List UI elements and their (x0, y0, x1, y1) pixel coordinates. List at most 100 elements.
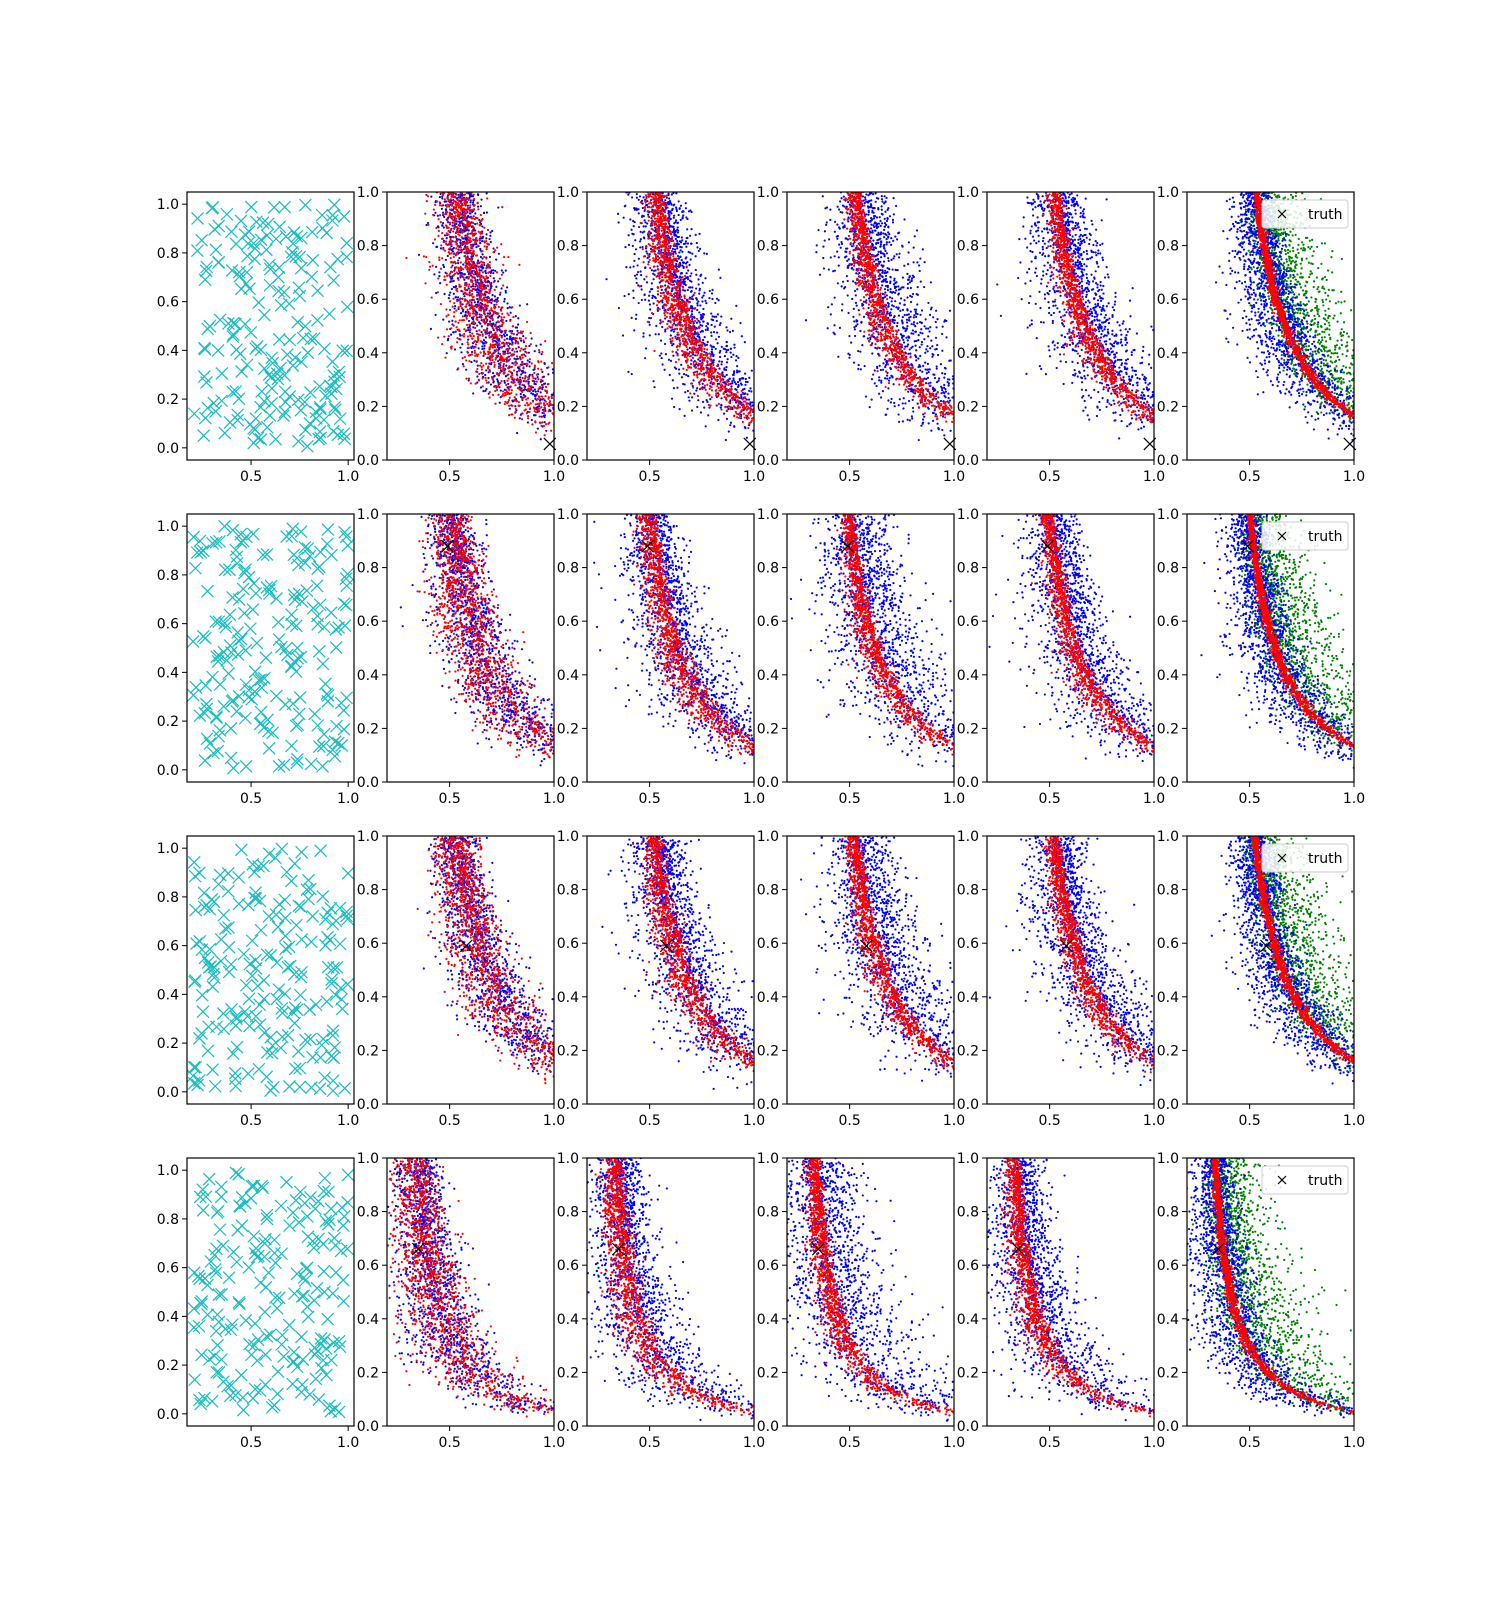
data-point (681, 251, 683, 253)
data-point (678, 200, 680, 202)
data-point (832, 429, 834, 431)
data-point (796, 433, 798, 435)
data-point (524, 372, 526, 374)
data-point (737, 357, 739, 359)
data-point (635, 437, 637, 439)
data-point (540, 391, 542, 393)
sample-marker (261, 421, 273, 433)
data-point (705, 302, 707, 304)
data-point (716, 320, 718, 322)
data-point (712, 361, 714, 363)
data-point (531, 337, 533, 339)
data-point (452, 305, 454, 307)
data-point (473, 205, 475, 207)
data-point (686, 272, 688, 274)
data-point (465, 359, 467, 361)
data-point (802, 449, 804, 451)
data-point (456, 230, 458, 232)
data-point (543, 410, 545, 412)
data-point (880, 447, 882, 449)
data-point (703, 348, 705, 350)
data-point (504, 298, 506, 300)
data-point (639, 439, 641, 441)
data-point (462, 268, 464, 270)
data-point (471, 253, 473, 255)
data-point (678, 358, 680, 360)
data-point (472, 312, 474, 314)
data-point (469, 315, 471, 317)
data-point (677, 311, 679, 313)
data-point (525, 398, 527, 400)
data-point (763, 431, 765, 433)
data-point (646, 281, 648, 283)
data-point (450, 229, 452, 231)
data-point (439, 204, 441, 206)
data-point (846, 457, 848, 459)
data-point (509, 306, 511, 308)
sample-marker (235, 215, 247, 227)
data-point (644, 438, 646, 440)
data-point (608, 435, 610, 437)
sample-marker (256, 385, 268, 397)
data-point (640, 274, 642, 276)
data-point (748, 377, 750, 379)
data-point (535, 403, 537, 405)
data-point (653, 443, 655, 445)
data-point (805, 443, 807, 445)
data-point (448, 193, 450, 195)
data-point (647, 446, 649, 448)
data-point (725, 439, 727, 441)
data-point (707, 329, 709, 331)
data-point (653, 453, 655, 455)
data-point (631, 196, 633, 198)
data-point (718, 403, 720, 405)
data-point (459, 319, 461, 321)
data-point (459, 335, 461, 337)
data-point (491, 338, 493, 340)
data-point (716, 331, 718, 333)
data-point (493, 366, 495, 368)
data-point (643, 225, 645, 227)
data-point (557, 373, 559, 375)
data-point (699, 288, 701, 290)
data-point (795, 428, 797, 430)
data-point (543, 402, 545, 404)
data-point (479, 235, 481, 237)
data-point (792, 423, 794, 425)
data-point (491, 310, 493, 312)
data-point (648, 220, 650, 222)
data-point (476, 298, 478, 300)
data-point (744, 373, 746, 375)
data-point (540, 406, 542, 408)
data-point (490, 307, 492, 309)
data-point (535, 399, 537, 401)
data-point (537, 360, 539, 362)
data-point (645, 225, 647, 227)
data-point (564, 424, 566, 426)
data-point (481, 232, 483, 234)
data-point (511, 306, 513, 308)
data-point (573, 422, 575, 424)
data-point (525, 345, 527, 347)
data-point (685, 240, 687, 242)
data-point (454, 220, 456, 222)
data-point (459, 245, 461, 247)
data-point (738, 402, 740, 404)
panel-r1-c3: 0.5 1.00.00.20.40.60.81.0 (557, 185, 950, 485)
data-point (738, 385, 740, 387)
data-point (694, 307, 696, 309)
data-point (434, 204, 436, 206)
data-point (502, 264, 504, 266)
data-point (486, 192, 488, 194)
data-point (813, 438, 815, 440)
data-point (896, 457, 898, 459)
data-point (468, 229, 470, 231)
data-point (764, 419, 766, 421)
sample-marker (327, 425, 339, 437)
data-point (455, 247, 457, 249)
data-point (534, 378, 536, 380)
data-point (713, 346, 715, 348)
data-point (476, 254, 478, 256)
data-point (529, 408, 531, 410)
